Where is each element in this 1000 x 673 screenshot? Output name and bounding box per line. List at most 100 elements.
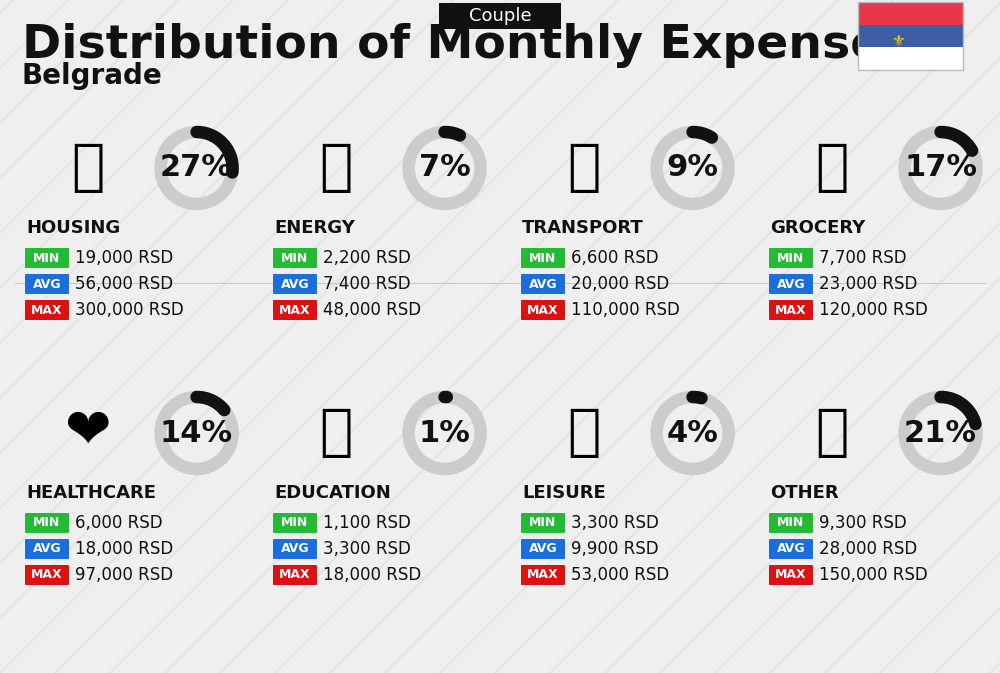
Text: AVG: AVG — [777, 542, 805, 555]
Text: 19,000 RSD: 19,000 RSD — [75, 249, 173, 267]
Text: MIN: MIN — [777, 516, 805, 530]
Text: 110,000 RSD: 110,000 RSD — [571, 301, 680, 319]
Text: 56,000 RSD: 56,000 RSD — [75, 275, 173, 293]
FancyBboxPatch shape — [769, 565, 813, 585]
FancyBboxPatch shape — [769, 513, 813, 533]
Text: 23,000 RSD: 23,000 RSD — [819, 275, 917, 293]
FancyBboxPatch shape — [858, 25, 963, 47]
Text: 9,900 RSD: 9,900 RSD — [571, 540, 659, 558]
Text: 2,200 RSD: 2,200 RSD — [323, 249, 411, 267]
Text: 3,300 RSD: 3,300 RSD — [571, 514, 659, 532]
Text: 7,400 RSD: 7,400 RSD — [323, 275, 411, 293]
Text: 300,000 RSD: 300,000 RSD — [75, 301, 184, 319]
FancyBboxPatch shape — [769, 274, 813, 294]
Text: 20,000 RSD: 20,000 RSD — [571, 275, 669, 293]
FancyBboxPatch shape — [858, 47, 963, 70]
Text: MIN: MIN — [33, 516, 61, 530]
Text: 27%: 27% — [160, 153, 233, 182]
Text: 🎓: 🎓 — [319, 406, 352, 460]
Text: MAX: MAX — [527, 304, 559, 316]
Text: MIN: MIN — [281, 252, 309, 264]
Text: Belgrade: Belgrade — [22, 62, 163, 90]
FancyBboxPatch shape — [25, 274, 69, 294]
FancyBboxPatch shape — [769, 539, 813, 559]
Text: MAX: MAX — [775, 304, 807, 316]
Text: OTHER: OTHER — [770, 484, 839, 502]
Text: AVG: AVG — [281, 542, 309, 555]
FancyBboxPatch shape — [25, 248, 69, 268]
Text: 3,300 RSD: 3,300 RSD — [323, 540, 411, 558]
FancyBboxPatch shape — [858, 2, 963, 25]
FancyBboxPatch shape — [439, 3, 561, 29]
Text: AVG: AVG — [777, 277, 805, 291]
Text: MIN: MIN — [777, 252, 805, 264]
Text: MIN: MIN — [281, 516, 309, 530]
Text: TRANSPORT: TRANSPORT — [522, 219, 644, 237]
Text: 6,600 RSD: 6,600 RSD — [571, 249, 659, 267]
Text: LEISURE: LEISURE — [522, 484, 606, 502]
Text: 17%: 17% — [904, 153, 977, 182]
Text: Distribution of Monthly Expenses: Distribution of Monthly Expenses — [22, 24, 910, 69]
Text: MIN: MIN — [529, 252, 557, 264]
Text: 120,000 RSD: 120,000 RSD — [819, 301, 928, 319]
FancyBboxPatch shape — [25, 539, 69, 559]
FancyBboxPatch shape — [273, 274, 317, 294]
Text: GROCERY: GROCERY — [770, 219, 865, 237]
Text: 53,000 RSD: 53,000 RSD — [571, 566, 669, 584]
Text: MAX: MAX — [775, 569, 807, 581]
Text: 18,000 RSD: 18,000 RSD — [75, 540, 173, 558]
Text: 1,100 RSD: 1,100 RSD — [323, 514, 411, 532]
Text: 18,000 RSD: 18,000 RSD — [323, 566, 421, 584]
FancyBboxPatch shape — [521, 300, 565, 320]
FancyBboxPatch shape — [521, 539, 565, 559]
Text: MAX: MAX — [279, 304, 311, 316]
Text: AVG: AVG — [33, 277, 61, 291]
FancyBboxPatch shape — [25, 300, 69, 320]
Text: EDUCATION: EDUCATION — [274, 484, 391, 502]
Text: MAX: MAX — [31, 304, 63, 316]
FancyBboxPatch shape — [521, 565, 565, 585]
Text: 48,000 RSD: 48,000 RSD — [323, 301, 421, 319]
Text: AVG: AVG — [529, 277, 557, 291]
FancyBboxPatch shape — [273, 248, 317, 268]
Text: 🛒: 🛒 — [815, 141, 848, 195]
FancyBboxPatch shape — [521, 274, 565, 294]
FancyBboxPatch shape — [25, 565, 69, 585]
Text: MIN: MIN — [529, 516, 557, 530]
Text: 150,000 RSD: 150,000 RSD — [819, 566, 928, 584]
Text: Couple: Couple — [469, 7, 531, 25]
Text: HOUSING: HOUSING — [26, 219, 120, 237]
Text: 🚌: 🚌 — [567, 141, 600, 195]
Text: 9,300 RSD: 9,300 RSD — [819, 514, 907, 532]
Text: 9%: 9% — [667, 153, 719, 182]
FancyBboxPatch shape — [25, 513, 69, 533]
Text: 🔌: 🔌 — [319, 141, 352, 195]
FancyBboxPatch shape — [273, 300, 317, 320]
Text: MAX: MAX — [279, 569, 311, 581]
Text: AVG: AVG — [529, 542, 557, 555]
Text: 7,700 RSD: 7,700 RSD — [819, 249, 907, 267]
Text: HEALTHCARE: HEALTHCARE — [26, 484, 156, 502]
FancyBboxPatch shape — [769, 248, 813, 268]
Text: AVG: AVG — [281, 277, 309, 291]
Text: 🛍: 🛍 — [567, 406, 600, 460]
Text: ⚜: ⚜ — [891, 34, 905, 49]
FancyBboxPatch shape — [769, 300, 813, 320]
FancyBboxPatch shape — [273, 513, 317, 533]
Text: 28,000 RSD: 28,000 RSD — [819, 540, 917, 558]
Text: 1%: 1% — [419, 419, 470, 448]
Text: 21%: 21% — [904, 419, 977, 448]
FancyBboxPatch shape — [273, 539, 317, 559]
Text: 97,000 RSD: 97,000 RSD — [75, 566, 173, 584]
FancyBboxPatch shape — [521, 513, 565, 533]
FancyBboxPatch shape — [521, 248, 565, 268]
Text: 6,000 RSD: 6,000 RSD — [75, 514, 163, 532]
Text: MIN: MIN — [33, 252, 61, 264]
FancyBboxPatch shape — [273, 565, 317, 585]
Text: MAX: MAX — [527, 569, 559, 581]
Text: 💰: 💰 — [815, 406, 848, 460]
Text: 4%: 4% — [667, 419, 718, 448]
Text: 🏢: 🏢 — [71, 141, 104, 195]
Text: ENERGY: ENERGY — [274, 219, 355, 237]
Text: MAX: MAX — [31, 569, 63, 581]
